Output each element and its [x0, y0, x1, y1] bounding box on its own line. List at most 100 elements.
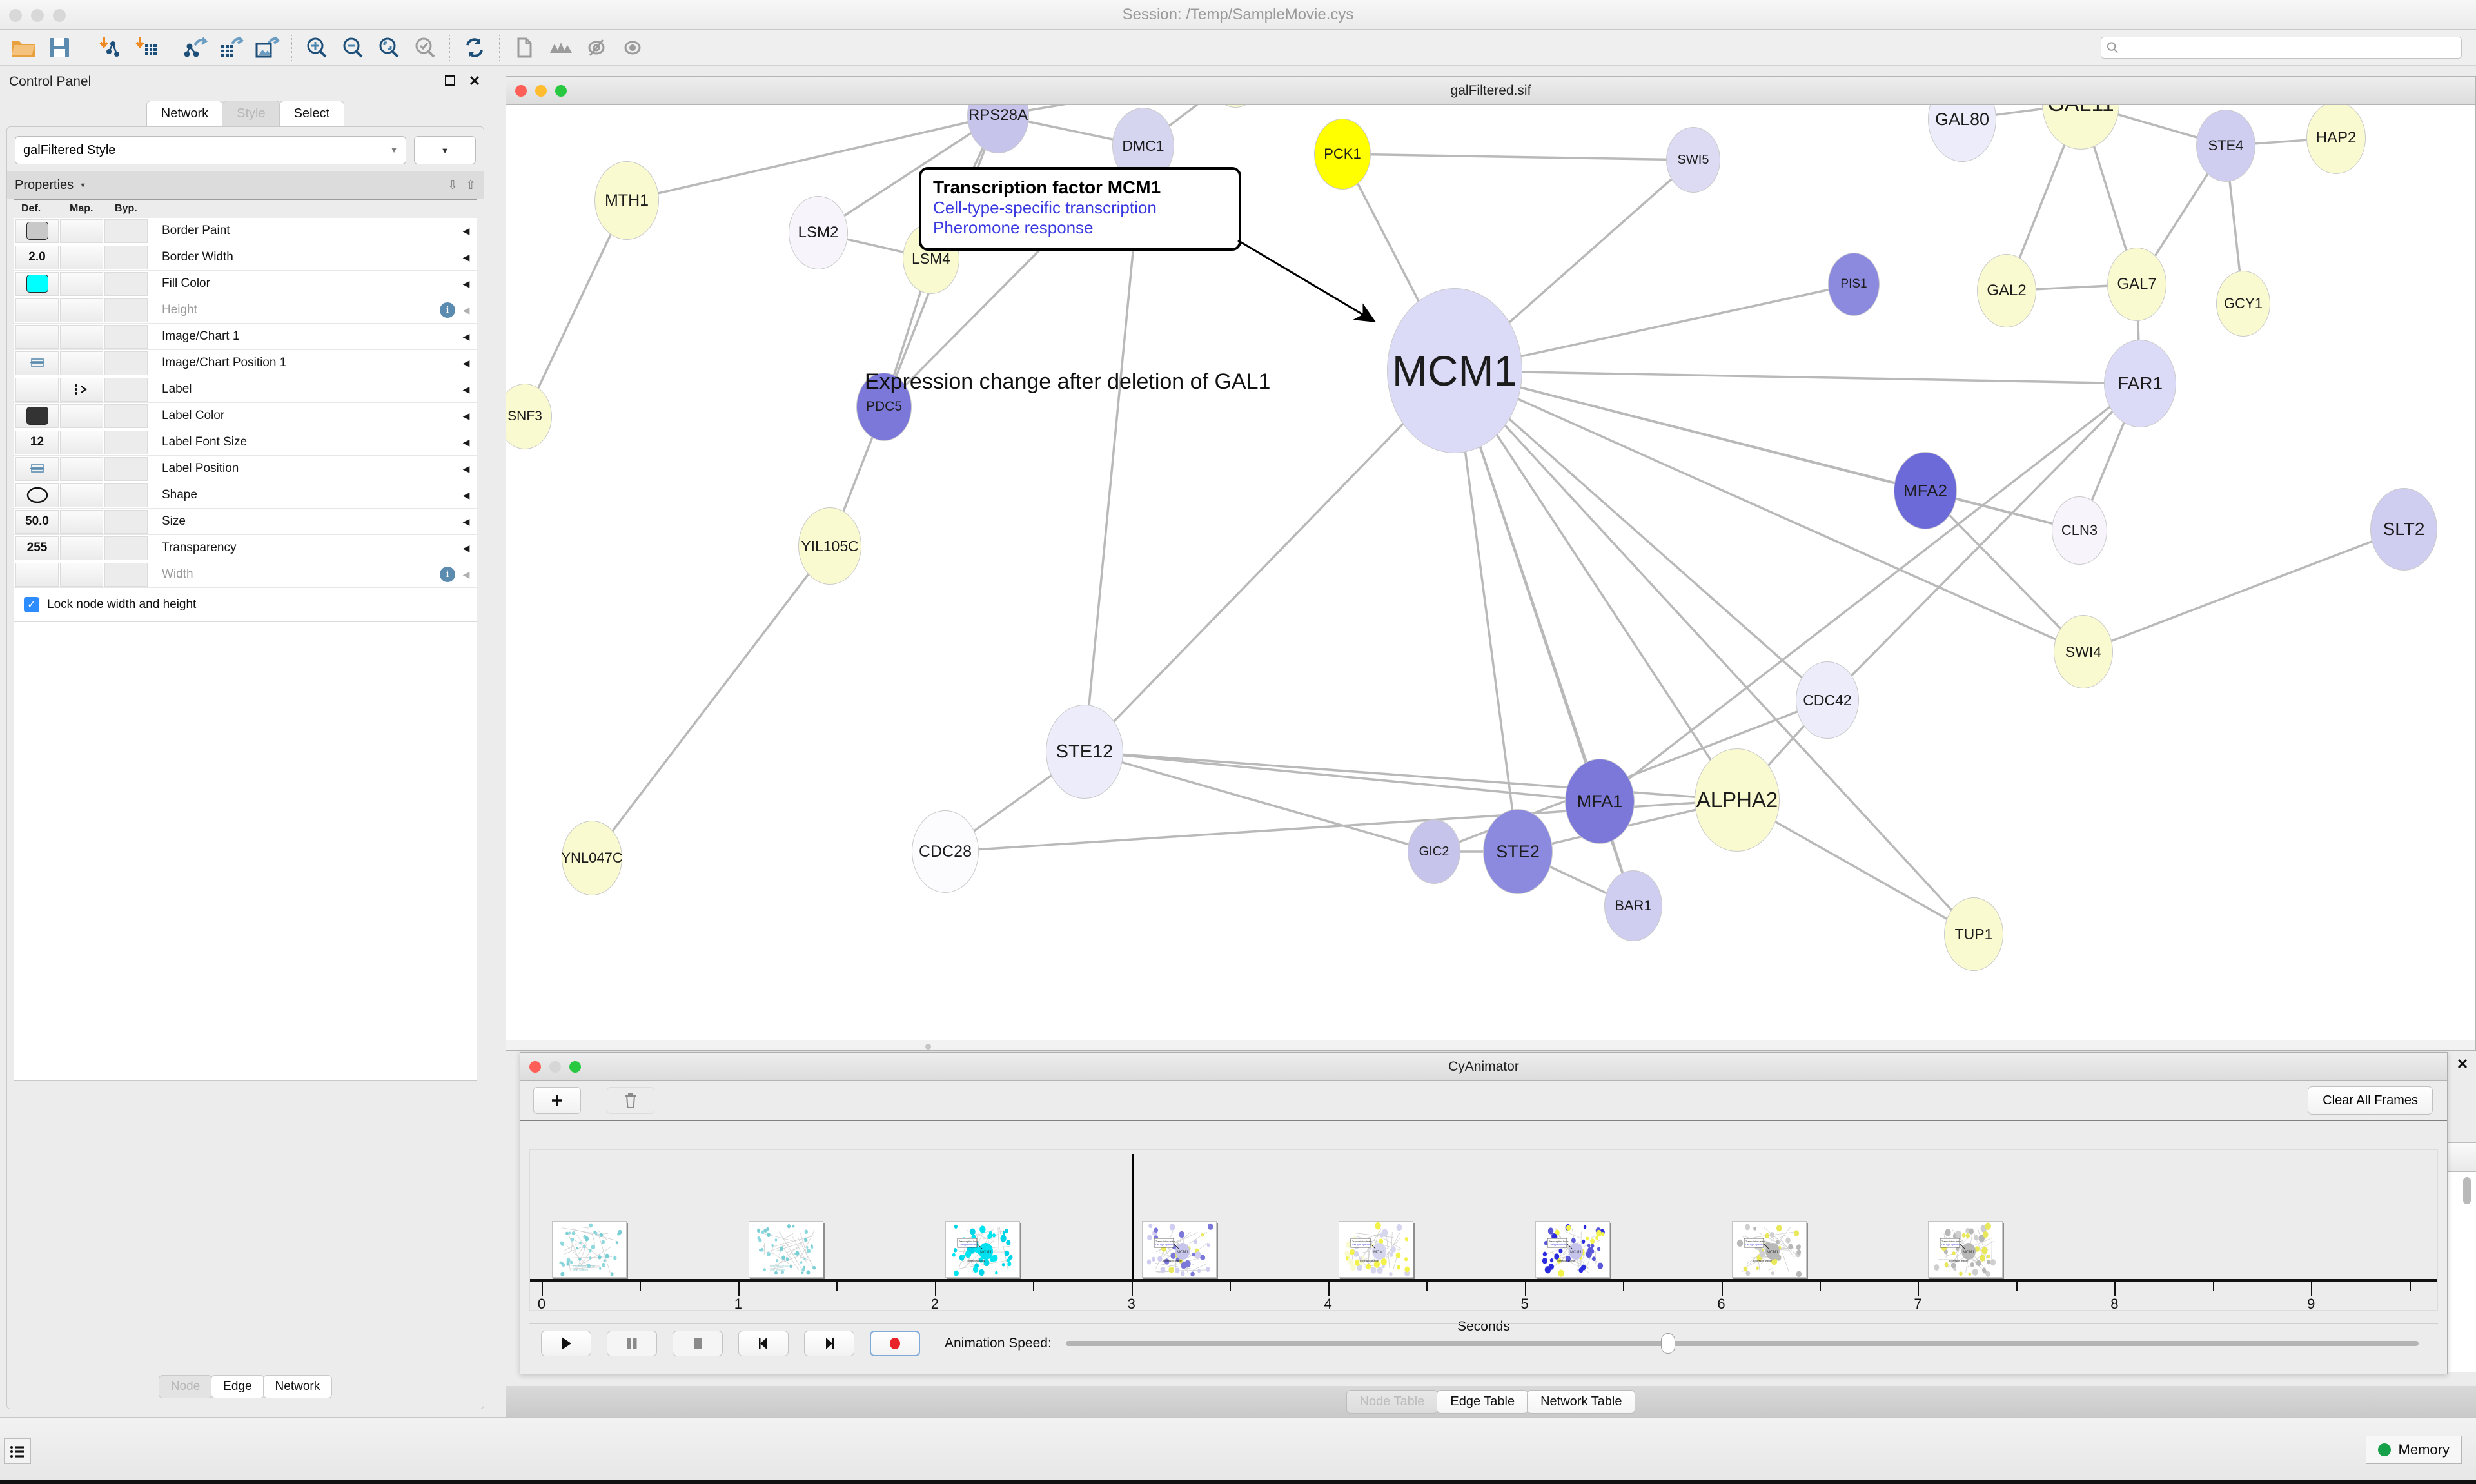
memory-status-badge[interactable]: Memory: [2365, 1436, 2462, 1464]
tab-edge-table[interactable]: Edge Table: [1437, 1389, 1529, 1414]
delete-frame-button[interactable]: [607, 1087, 654, 1114]
network-node[interactable]: STE12: [1046, 705, 1123, 799]
network-zoom-button[interactable]: [555, 84, 567, 97]
info-icon[interactable]: i: [440, 567, 455, 582]
property-mapping-cell[interactable]: [60, 298, 103, 322]
play-button[interactable]: [541, 1330, 591, 1356]
style-tab-node[interactable]: Node: [158, 1375, 213, 1398]
search-box[interactable]: [2101, 36, 2462, 59]
property-row[interactable]: 255 Transparency ◀: [14, 535, 477, 561]
new-network-icon[interactable]: [506, 31, 542, 64]
property-bypass-cell[interactable]: [104, 456, 148, 481]
property-default-cell[interactable]: [15, 271, 59, 296]
network-edge[interactable]: [1453, 369, 1975, 935]
save-session-icon[interactable]: [41, 31, 77, 64]
show-all-icon[interactable]: [614, 31, 651, 64]
collapse-all-icon[interactable]: ⇧: [466, 179, 476, 192]
tab-style[interactable]: Style: [222, 101, 280, 126]
property-bypass-cell[interactable]: [104, 219, 148, 243]
property-expand-arrow-icon[interactable]: ◀: [462, 278, 470, 289]
property-bypass-cell[interactable]: [104, 483, 148, 507]
property-default-cell[interactable]: [15, 219, 59, 243]
open-file-icon[interactable]: [5, 31, 41, 64]
property-row[interactable]: Width i ◀: [14, 561, 477, 588]
property-mapping-cell[interactable]: [60, 324, 103, 349]
network-node[interactable]: MTH1: [594, 161, 659, 240]
network-edge[interactable]: [591, 545, 831, 859]
pause-button[interactable]: [607, 1330, 657, 1356]
annotation-box[interactable]: Transcription factor MCM1 Cell-type-spec…: [919, 167, 1241, 251]
network-close-button[interactable]: [515, 84, 527, 97]
tab-select[interactable]: Select: [279, 101, 345, 126]
property-mapping-cell[interactable]: [60, 536, 103, 560]
network-node[interactable]: GIC2: [1408, 819, 1460, 884]
property-default-cell[interactable]: [15, 298, 59, 322]
network-node[interactable]: FAR1: [2104, 340, 2176, 427]
timeline-frame[interactable]: MCM1 Transcription factor Cell-type-specif…: [1535, 1221, 1610, 1278]
property-default-cell[interactable]: 255: [15, 536, 59, 560]
property-default-cell[interactable]: [15, 483, 59, 507]
animation-speed-slider[interactable]: [1065, 1333, 2419, 1354]
network-edge[interactable]: [1084, 750, 1600, 803]
property-row[interactable]: Label Color ◀: [14, 403, 477, 429]
network-node[interactable]: BAR1: [1604, 870, 1662, 941]
network-node[interactable]: GAL7: [2107, 248, 2166, 321]
property-mapping-cell[interactable]: [60, 483, 103, 507]
network-node[interactable]: PDC5: [856, 373, 912, 441]
color-swatch[interactable]: [26, 222, 48, 240]
network-canvas[interactable]: RPS28ADCP1DMC1PCK1SWI5GAL80GAL11STE4HAP2…: [506, 105, 2475, 1050]
property-expand-arrow-icon[interactable]: ◀: [462, 304, 470, 315]
timeline-frame[interactable]: MCM1 Transcription factor Cell-type-specif…: [945, 1221, 1020, 1278]
property-row[interactable]: Label Position ◀: [14, 456, 477, 482]
network-node[interactable]: SLT2: [2370, 488, 2437, 571]
property-default-cell[interactable]: 50.0: [15, 509, 59, 534]
network-node[interactable]: GCY1: [2216, 271, 2270, 337]
stop-button[interactable]: [673, 1330, 723, 1356]
property-bypass-cell[interactable]: [104, 562, 148, 587]
network-edge[interactable]: [1826, 382, 2141, 701]
timeline-frame[interactable]: MCM1 Transcription factor Cell-type-specif…: [1731, 1221, 1807, 1278]
network-edge[interactable]: [2083, 528, 2404, 653]
network-node[interactable]: LSM2: [789, 196, 848, 269]
property-expand-arrow-icon[interactable]: ◀: [462, 384, 470, 395]
fit-network-icon[interactable]: [407, 31, 443, 64]
import-network-icon[interactable]: [91, 31, 127, 64]
property-mapping-cell[interactable]: [60, 351, 103, 375]
property-expand-arrow-icon[interactable]: ◀: [462, 436, 470, 447]
cyanimator-close-button[interactable]: [529, 1060, 541, 1073]
property-bypass-cell[interactable]: [104, 509, 148, 534]
cyanimator-timeline[interactable]: Expression change after deletion Expressio…: [529, 1149, 2438, 1334]
float-panel-icon[interactable]: [443, 73, 457, 88]
property-default-cell[interactable]: [15, 562, 59, 587]
properties-dropdown-icon[interactable]: ▼: [79, 181, 87, 190]
property-bypass-cell[interactable]: [104, 298, 148, 322]
network-edge[interactable]: [1454, 369, 2084, 653]
network-node[interactable]: STE4: [2196, 110, 2255, 182]
network-node[interactable]: ALPHA2: [1695, 748, 1780, 852]
network-edge[interactable]: [818, 114, 999, 234]
property-default-cell[interactable]: [15, 324, 59, 349]
network-node[interactable]: TUP1: [1944, 897, 2003, 971]
cyanimator-minimize-button[interactable]: [549, 1060, 561, 1073]
property-default-cell[interactable]: 12: [15, 430, 59, 454]
property-bypass-cell[interactable]: [104, 404, 148, 428]
property-mapping-cell[interactable]: [60, 404, 103, 428]
hide-selected-icon[interactable]: [578, 31, 614, 64]
network-minimize-button[interactable]: [535, 84, 547, 97]
style-select[interactable]: galFiltered Style ▼: [15, 136, 406, 164]
lock-node-size-row[interactable]: ✓ Lock node width and height: [14, 588, 477, 622]
zoom-window-button[interactable]: [53, 9, 66, 22]
group-nodes-icon[interactable]: [542, 31, 578, 64]
timeline-frame[interactable]: Expression change after deletion: [552, 1221, 627, 1278]
network-horizontal-scrollbar[interactable]: [506, 1040, 2475, 1050]
property-expand-arrow-icon[interactable]: ◀: [462, 410, 470, 421]
style-tab-edge[interactable]: Edge: [211, 1375, 264, 1398]
network-edge[interactable]: [1342, 153, 1694, 161]
network-edge[interactable]: [1598, 382, 2141, 803]
network-node[interactable]: MFA1: [1565, 759, 1635, 844]
property-default-cell[interactable]: [15, 377, 59, 402]
network-node[interactable]: YIL105C: [798, 507, 861, 585]
network-node[interactable]: YNL047C: [561, 821, 623, 895]
list-icon[interactable]: [4, 1438, 31, 1464]
minimize-window-button[interactable]: [31, 9, 44, 22]
